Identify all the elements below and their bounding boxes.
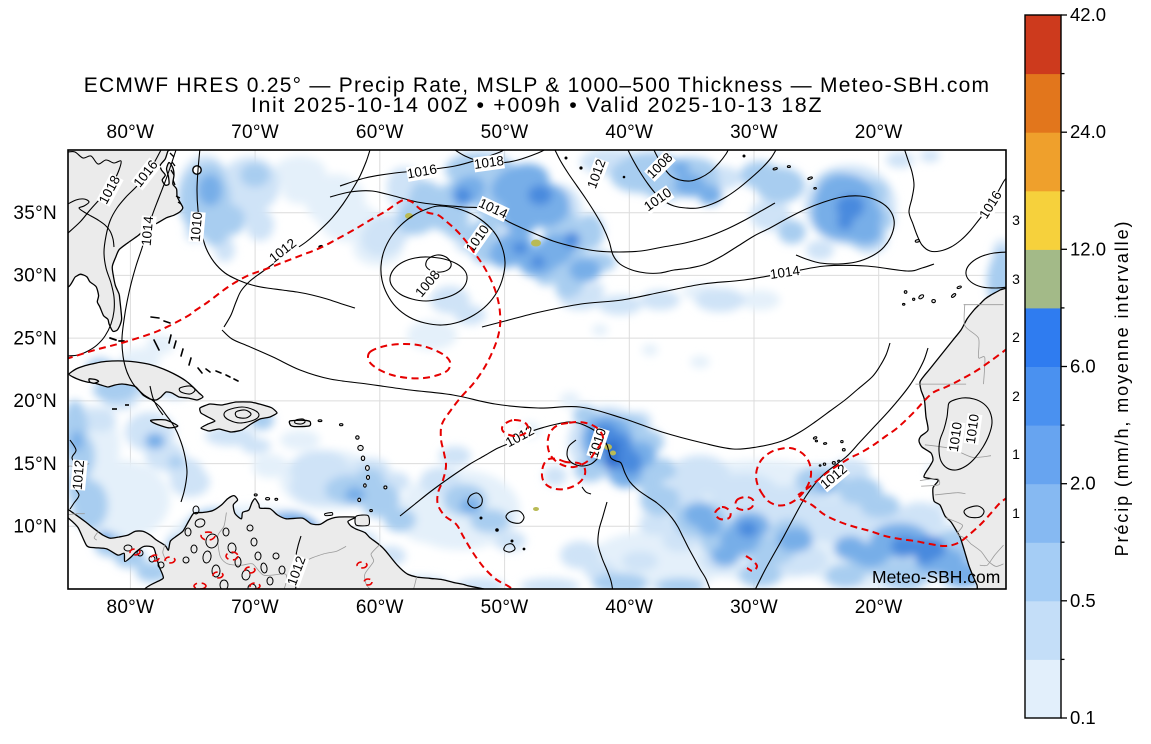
svg-text:80°W: 80°W xyxy=(106,597,154,618)
svg-text:40°W: 40°W xyxy=(605,597,653,618)
svg-text:1014: 1014 xyxy=(139,215,157,247)
svg-text:0.5: 0.5 xyxy=(1070,590,1096,611)
svg-text:60°W: 60°W xyxy=(356,122,404,143)
svg-text:1010: 1010 xyxy=(963,413,982,445)
svg-text:1018: 1018 xyxy=(473,153,505,172)
svg-text:Init 2025-10-14 00Z • +009h •: Init 2025-10-14 00Z • +009h • Valid 2025… xyxy=(251,93,823,117)
svg-text:3: 3 xyxy=(1012,271,1020,287)
svg-text:15°N: 15°N xyxy=(13,454,57,475)
svg-text:2: 2 xyxy=(1012,388,1020,404)
svg-text:Précip (mm/h, moyenne interval: Précip (mm/h, moyenne intervalle) xyxy=(1112,220,1132,557)
svg-text:50°W: 50°W xyxy=(481,597,529,618)
svg-text:1010: 1010 xyxy=(188,211,206,242)
svg-text:40°W: 40°W xyxy=(605,122,653,143)
svg-text:20°N: 20°N xyxy=(13,391,57,412)
svg-text:6.0: 6.0 xyxy=(1070,356,1096,377)
svg-text:30°W: 30°W xyxy=(730,122,778,143)
svg-text:70°W: 70°W xyxy=(231,122,279,143)
svg-text:12.0: 12.0 xyxy=(1070,238,1106,259)
svg-text:50°W: 50°W xyxy=(481,122,529,143)
svg-text:Meteo-SBH.com: Meteo-SBH.com xyxy=(872,567,1000,587)
svg-text:30°W: 30°W xyxy=(730,597,778,618)
svg-text:30°N: 30°N xyxy=(13,266,57,287)
svg-text:24.0: 24.0 xyxy=(1070,121,1106,142)
svg-text:1016: 1016 xyxy=(406,161,438,181)
svg-text:3: 3 xyxy=(1012,212,1020,228)
svg-text:10°N: 10°N xyxy=(13,517,57,538)
svg-text:20°W: 20°W xyxy=(855,122,903,143)
svg-text:1: 1 xyxy=(1012,505,1020,521)
svg-text:35°N: 35°N xyxy=(13,203,57,224)
svg-text:2.0: 2.0 xyxy=(1070,473,1096,494)
svg-text:60°W: 60°W xyxy=(356,597,404,618)
svg-text:80°W: 80°W xyxy=(106,122,154,143)
svg-text:1: 1 xyxy=(1012,446,1020,462)
svg-text:70°W: 70°W xyxy=(231,597,279,618)
svg-text:0.1: 0.1 xyxy=(1070,707,1096,728)
svg-text:42.0: 42.0 xyxy=(1070,4,1106,25)
svg-text:1010: 1010 xyxy=(946,421,965,453)
svg-text:ECMWF HRES 0.25° — Precip Rate: ECMWF HRES 0.25° — Precip Rate, MSLP & 1… xyxy=(84,74,991,97)
svg-text:20°W: 20°W xyxy=(855,597,903,618)
svg-text:25°N: 25°N xyxy=(13,328,57,349)
svg-text:2: 2 xyxy=(1012,329,1020,345)
svg-text:1014: 1014 xyxy=(769,263,801,282)
svg-text:1012: 1012 xyxy=(70,459,88,490)
